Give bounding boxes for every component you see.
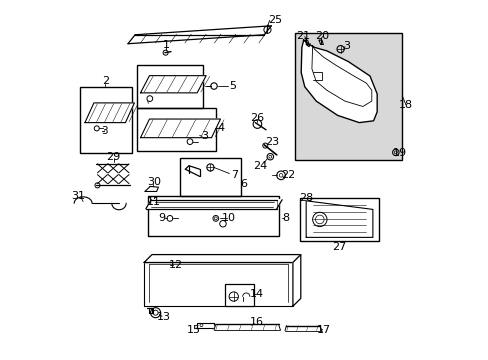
- Text: 23: 23: [265, 137, 279, 147]
- Bar: [300, 198, 378, 241]
- Text: 12: 12: [169, 260, 183, 270]
- Text: 10: 10: [221, 213, 235, 223]
- Text: 7: 7: [230, 170, 238, 180]
- Text: 24: 24: [253, 161, 267, 171]
- Text: 25: 25: [267, 15, 282, 26]
- Polygon shape: [305, 201, 372, 237]
- Polygon shape: [145, 200, 282, 209]
- Text: 15: 15: [186, 325, 200, 334]
- Polygon shape: [319, 40, 323, 44]
- Text: 13: 13: [157, 312, 170, 322]
- Text: 21: 21: [296, 31, 310, 41]
- Text: 11: 11: [147, 197, 161, 207]
- Text: 8: 8: [281, 213, 288, 223]
- Text: 16: 16: [249, 317, 264, 327]
- Polygon shape: [301, 40, 376, 123]
- Bar: [147, 196, 278, 235]
- Polygon shape: [144, 255, 300, 262]
- Polygon shape: [304, 200, 376, 239]
- Text: 19: 19: [391, 148, 406, 158]
- Text: 28: 28: [299, 193, 313, 203]
- Polygon shape: [214, 324, 280, 330]
- Polygon shape: [140, 76, 206, 93]
- Polygon shape: [128, 26, 271, 44]
- Polygon shape: [292, 255, 300, 306]
- Text: 3: 3: [101, 126, 108, 136]
- Bar: [137, 65, 203, 108]
- Bar: [80, 87, 131, 153]
- Text: 2: 2: [102, 76, 109, 86]
- Polygon shape: [305, 40, 308, 44]
- Polygon shape: [285, 325, 321, 330]
- Text: 30: 30: [147, 177, 161, 187]
- Text: 29: 29: [106, 152, 121, 162]
- Text: 4: 4: [217, 123, 224, 133]
- Bar: [294, 33, 402, 160]
- Text: 14: 14: [249, 289, 264, 299]
- Text: 5: 5: [229, 81, 236, 91]
- Text: 18: 18: [398, 100, 412, 110]
- Polygon shape: [140, 119, 220, 138]
- Text: 1: 1: [163, 40, 169, 50]
- Polygon shape: [149, 309, 153, 314]
- Bar: [224, 284, 254, 306]
- Text: 3: 3: [201, 131, 208, 140]
- Text: 22: 22: [281, 170, 295, 180]
- Bar: [137, 108, 215, 151]
- Polygon shape: [144, 262, 292, 306]
- Text: 20: 20: [315, 31, 329, 41]
- Text: 3: 3: [343, 41, 349, 50]
- Bar: [180, 158, 241, 196]
- Text: 6: 6: [240, 179, 247, 189]
- Text: 31: 31: [71, 191, 84, 201]
- Polygon shape: [85, 103, 134, 123]
- Text: 26: 26: [249, 113, 264, 123]
- Polygon shape: [144, 186, 158, 192]
- Text: 9: 9: [158, 213, 165, 223]
- Polygon shape: [197, 323, 214, 328]
- Text: 17: 17: [316, 325, 330, 335]
- Text: 27: 27: [332, 242, 346, 252]
